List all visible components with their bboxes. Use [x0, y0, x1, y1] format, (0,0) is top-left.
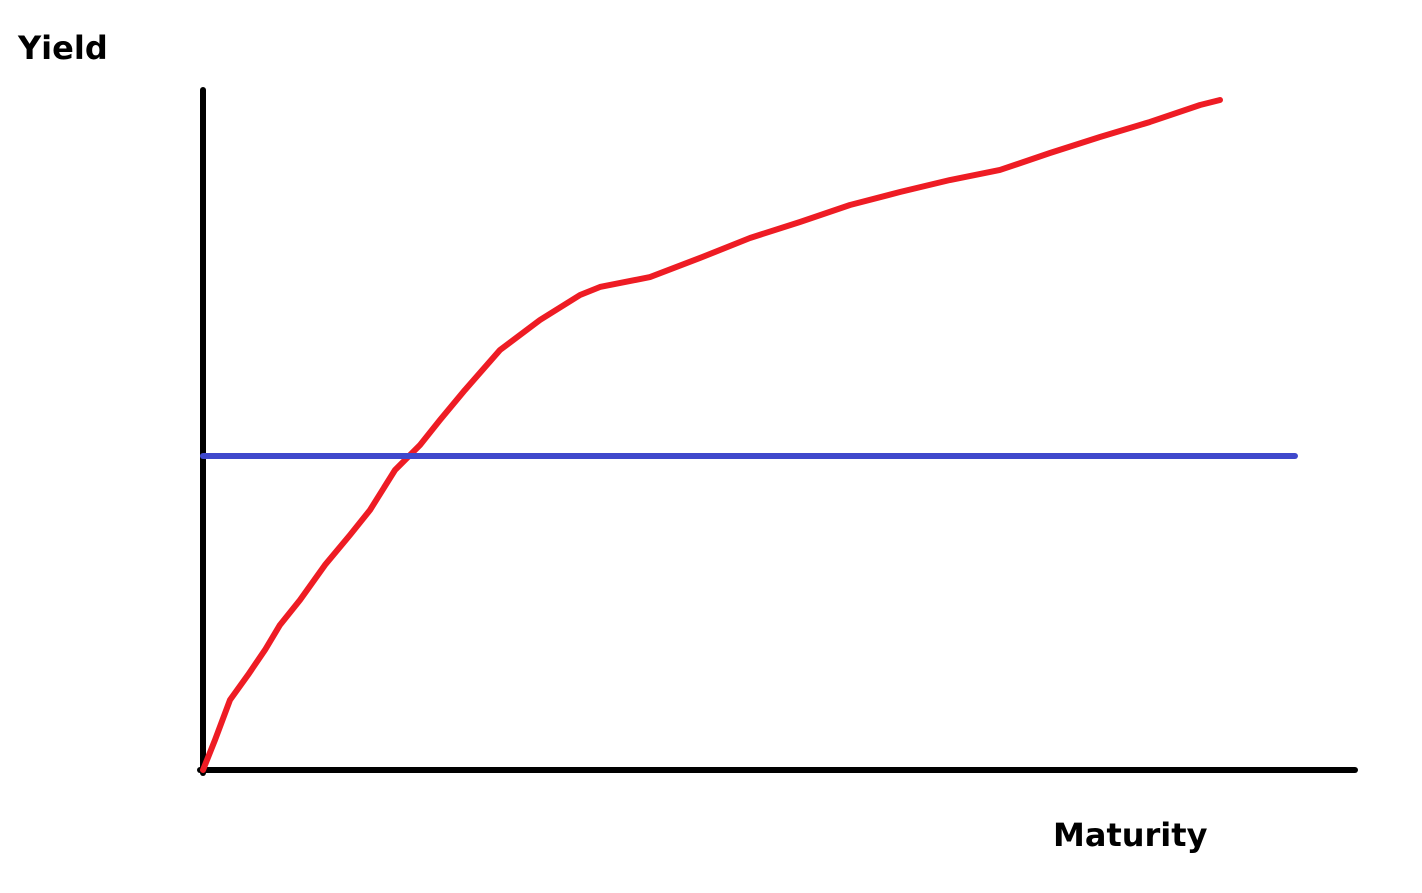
curve — [200, 97, 1223, 773]
x-axis-label: Maturity — [1053, 816, 1208, 854]
y-axis-label: Yield — [17, 29, 108, 67]
